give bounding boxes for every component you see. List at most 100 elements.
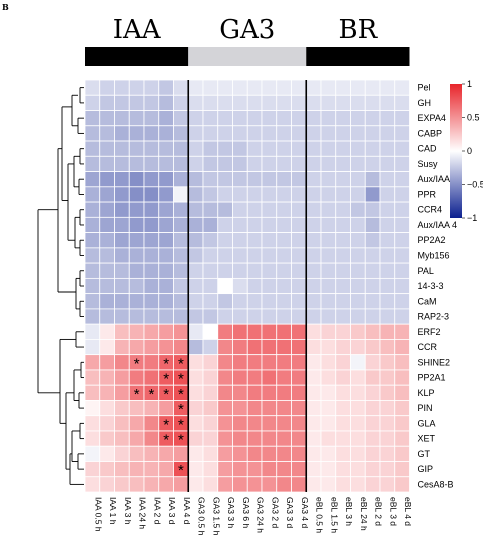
heatmap-cell: [379, 232, 396, 249]
heatmap-cell: [305, 94, 322, 111]
heatmap-cell: [261, 110, 278, 127]
heatmap-cell: [99, 293, 115, 310]
legend-tick-label: −0.5: [467, 180, 483, 190]
heatmap-cell: [276, 476, 292, 493]
heatmap-cell: [158, 201, 174, 218]
heatmap-cell: [394, 94, 410, 111]
heatmap-cell: [291, 400, 307, 417]
heatmap-cell: [276, 262, 292, 279]
column-label: eBL 3 d: [388, 497, 398, 526]
heatmap-cell: [261, 94, 278, 111]
heatmap-cell: [99, 415, 115, 432]
row-label: EXPA4: [418, 113, 446, 123]
heatmap-cell: [364, 415, 381, 432]
heatmap-cell: [187, 400, 204, 417]
heatmap-cell: [232, 461, 248, 478]
heatmap-cell: [276, 110, 292, 127]
heatmap-cell: [114, 369, 130, 386]
heatmap-cell: [350, 445, 366, 462]
heatmap-cell: [114, 140, 130, 157]
heatmap-cell: [232, 384, 248, 401]
heatmap-cell: [128, 323, 145, 340]
heatmap-cell: [217, 354, 233, 371]
heatmap-cell: [217, 201, 233, 218]
heatmap-cell: [364, 262, 381, 279]
heatmap-cell: [246, 262, 263, 279]
heatmap-cell: [232, 293, 248, 310]
significance-mark: *: [163, 355, 169, 372]
heatmap-cell: [364, 461, 381, 478]
heatmap-cell: [143, 201, 160, 218]
heatmap-cell: [261, 339, 278, 356]
heatmap-cell: [187, 171, 204, 188]
heatmap-cell: [291, 94, 307, 111]
heatmap-cell: [335, 140, 351, 157]
heatmap-cell: [305, 384, 322, 401]
heatmap-cell: [158, 461, 174, 478]
heatmap-cell: [114, 201, 130, 218]
heatmap-cell: [84, 262, 101, 279]
heatmap-cell: [350, 201, 366, 218]
heatmap-cell: [320, 293, 337, 310]
heatmap-cell: [276, 201, 292, 218]
heatmap-cell: [364, 476, 381, 493]
row-dendrogram: [37, 87, 84, 485]
heatmap-cell: [305, 125, 322, 142]
heatmap-cell: [84, 400, 101, 417]
heatmap-cell: [158, 247, 174, 264]
heatmap-cell: [128, 186, 145, 203]
heatmap-cell: [394, 354, 410, 371]
heatmap-cell: [187, 369, 204, 386]
heatmap-cell: [305, 415, 322, 432]
heatmap-cell: [187, 110, 204, 127]
heatmap-cell: [187, 461, 204, 478]
heatmap-cell: [158, 323, 174, 340]
heatmap-cell: [217, 79, 233, 96]
heatmap-cell: [84, 323, 101, 340]
heatmap-cell: [291, 155, 307, 172]
heatmap-cell: [232, 430, 248, 447]
heatmap-cell: [394, 140, 410, 157]
heatmap-cell: [246, 461, 263, 478]
heatmap-cell: [364, 201, 381, 218]
heatmap-cell: [143, 308, 160, 325]
heatmap-cell: [276, 339, 292, 356]
heatmap-cell: [187, 445, 204, 462]
heatmap-cell: [335, 339, 351, 356]
heatmap-cell: [232, 79, 248, 96]
heatmap-cell: [114, 445, 130, 462]
heatmap-cell: [335, 94, 351, 111]
heatmap-cell: [394, 201, 410, 218]
heatmap-cell: [379, 247, 396, 264]
heatmap-cell: [143, 232, 160, 249]
heatmap-cell: [187, 155, 204, 172]
heatmap-cell: [320, 155, 337, 172]
heatmap-cell: [217, 155, 233, 172]
heatmap-cell: [320, 461, 337, 478]
heatmap-cell: [350, 293, 366, 310]
heatmap-cell: [394, 415, 410, 432]
column-label: IAA 1 h: [108, 497, 118, 525]
heatmap-cell: [320, 339, 337, 356]
heatmap-cell: [291, 216, 307, 233]
heatmap-cell: [305, 262, 322, 279]
heatmap-cell: [84, 125, 101, 142]
heatmap-cell: [291, 277, 307, 295]
heatmap-cell: [173, 232, 189, 249]
heatmap-cell: [320, 247, 337, 264]
heatmap-cell: [202, 79, 219, 96]
heatmap-cell: [158, 79, 174, 96]
heatmap-cell: [364, 186, 381, 203]
heatmap-cell: [114, 216, 130, 233]
heatmap-cell: [99, 430, 115, 447]
heatmap-cell: [350, 369, 366, 386]
heatmap-cell: [143, 155, 160, 172]
heatmap-cell: [128, 293, 145, 310]
heatmap-cell: [305, 308, 322, 325]
heatmap-cell: [158, 186, 174, 203]
heatmap-cell: [246, 445, 263, 462]
heatmap-cell: [202, 354, 219, 371]
heatmap-cell: [350, 186, 366, 203]
heatmap-cell: [128, 94, 145, 111]
heatmap-cell: [261, 384, 278, 401]
